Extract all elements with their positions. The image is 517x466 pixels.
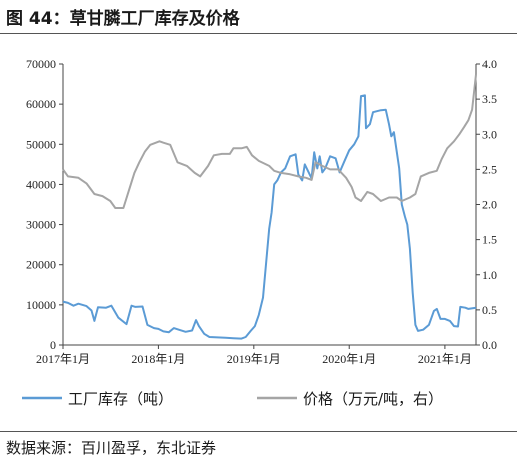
x-tick-label: 2021年1月 [418,352,472,366]
series-line-price [62,74,477,209]
y-left-tick-label: 10000 [26,298,56,312]
series-line-inventory [62,94,477,340]
figure-title: 图 44：草甘膦工厂库存及价格 [6,9,240,29]
legend-label-price: 价格（万元/吨，右） [303,390,443,408]
x-tick-label: 2020年1月 [322,352,376,366]
x-tick-label: 2019年1月 [227,352,281,366]
x-tick-label: 2018年1月 [131,352,185,366]
y-right-tick-label: 3.5 [482,92,497,106]
y-right-tick-label: 3.0 [482,127,497,141]
y-right-tick-label: 0.0 [482,338,497,352]
y-left-tick-label: 0 [50,338,56,352]
data-source: 数据来源：百川盈孚，东北证券 [6,439,217,457]
y-right-tick-label: 0.5 [482,303,497,317]
y-left-tick-label: 50000 [26,137,56,151]
y-right-tick-label: 4.0 [482,57,497,71]
y-right-tick-label: 1.0 [482,268,497,282]
x-tick-label: 2017年1月 [36,352,90,366]
y-right-tick-label: 2.0 [482,198,497,212]
y-left-tick-label: 30000 [26,218,56,232]
title-rule [0,33,517,34]
y-left-tick-label: 20000 [26,258,56,272]
source-rule [0,431,517,432]
y-left-tick-label: 60000 [26,97,56,111]
y-right-tick-label: 2.5 [482,162,497,176]
legend-label-inventory: 工厂库存（吨） [68,390,173,408]
line-chart: 0 10000 20000 30000 40000 50000 60000 70000 0.0 0… [22,57,497,408]
y-left-tick-label: 70000 [26,57,56,71]
y-right-tick-label: 1.5 [482,233,497,247]
y-left-tick-label: 40000 [26,177,56,191]
plot-area: 0 10000 20000 30000 40000 50000 60000 70000 0.0 0… [22,57,497,408]
